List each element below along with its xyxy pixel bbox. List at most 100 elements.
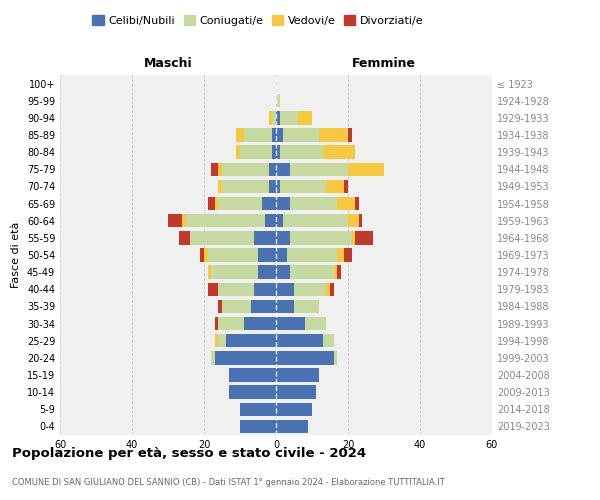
Bar: [240, 402, 276, 416]
Bar: [337, 248, 344, 262]
Bar: [218, 334, 226, 347]
Bar: [215, 197, 218, 210]
Bar: [276, 162, 290, 176]
Bar: [240, 420, 276, 433]
Bar: [272, 111, 276, 124]
Text: COMUNE DI SAN GIULIANO DEL SANNIO (CB) - Dati ISTAT 1° gennaio 2024 - Elaborazio: COMUNE DI SAN GIULIANO DEL SANNIO (CB) -…: [12, 478, 445, 487]
Bar: [269, 180, 276, 193]
Bar: [276, 402, 312, 416]
Bar: [186, 214, 265, 228]
Bar: [334, 351, 337, 364]
Bar: [211, 162, 218, 176]
Bar: [276, 248, 287, 262]
Text: Popolazione per età, sesso e stato civile - 2024: Popolazione per età, sesso e stato civil…: [12, 448, 366, 460]
Bar: [276, 180, 280, 193]
Text: Femmine: Femmine: [352, 57, 416, 70]
Bar: [337, 266, 341, 279]
Bar: [355, 231, 373, 244]
Bar: [269, 111, 272, 124]
Bar: [236, 128, 244, 141]
Bar: [348, 214, 359, 228]
Bar: [218, 282, 254, 296]
Bar: [215, 351, 276, 364]
Bar: [287, 248, 337, 262]
Bar: [280, 180, 326, 193]
Bar: [265, 214, 276, 228]
Bar: [323, 146, 355, 159]
Bar: [222, 162, 269, 176]
Bar: [182, 214, 186, 228]
Bar: [348, 162, 384, 176]
Bar: [348, 128, 352, 141]
Legend: Celibi/Nubili, Coniugati/e, Vedovi/e, Divorziati/e: Celibi/Nubili, Coniugati/e, Vedovi/e, Di…: [88, 10, 428, 30]
Bar: [168, 214, 182, 228]
Bar: [280, 146, 323, 159]
Bar: [244, 128, 272, 141]
Bar: [229, 386, 276, 399]
Bar: [262, 197, 276, 210]
Bar: [276, 128, 283, 141]
Bar: [276, 420, 308, 433]
Bar: [272, 128, 276, 141]
Bar: [294, 282, 326, 296]
Bar: [244, 317, 276, 330]
Bar: [215, 317, 218, 330]
Bar: [276, 266, 290, 279]
Bar: [254, 282, 276, 296]
Bar: [269, 162, 276, 176]
Bar: [276, 231, 290, 244]
Bar: [179, 231, 190, 244]
Bar: [258, 248, 276, 262]
Bar: [359, 214, 362, 228]
Bar: [290, 197, 337, 210]
Bar: [290, 231, 352, 244]
Bar: [218, 180, 222, 193]
Bar: [323, 334, 334, 347]
Bar: [226, 334, 276, 347]
Bar: [276, 334, 323, 347]
Bar: [240, 146, 272, 159]
Bar: [218, 197, 262, 210]
Bar: [283, 214, 348, 228]
Bar: [290, 162, 348, 176]
Bar: [208, 282, 218, 296]
Bar: [200, 248, 204, 262]
Bar: [208, 197, 215, 210]
Bar: [344, 180, 348, 193]
Bar: [352, 231, 355, 244]
Bar: [208, 248, 258, 262]
Bar: [337, 197, 355, 210]
Bar: [211, 351, 215, 364]
Bar: [294, 300, 319, 313]
Bar: [272, 146, 276, 159]
Bar: [218, 162, 222, 176]
Bar: [326, 180, 344, 193]
Bar: [254, 231, 276, 244]
Bar: [258, 266, 276, 279]
Bar: [276, 214, 283, 228]
Bar: [326, 282, 330, 296]
Bar: [305, 317, 326, 330]
Bar: [218, 300, 222, 313]
Bar: [204, 248, 208, 262]
Bar: [190, 231, 254, 244]
Bar: [334, 266, 337, 279]
Bar: [276, 282, 294, 296]
Bar: [229, 368, 276, 382]
Text: Maschi: Maschi: [143, 57, 193, 70]
Bar: [251, 300, 276, 313]
Bar: [298, 111, 312, 124]
Bar: [222, 300, 251, 313]
Bar: [215, 334, 218, 347]
Bar: [319, 128, 348, 141]
Y-axis label: Fasce di età: Fasce di età: [11, 222, 21, 288]
Bar: [236, 146, 240, 159]
Bar: [211, 266, 258, 279]
Bar: [276, 197, 290, 210]
Bar: [276, 317, 305, 330]
Bar: [283, 128, 319, 141]
Bar: [208, 266, 211, 279]
Bar: [276, 111, 280, 124]
Bar: [280, 111, 298, 124]
Bar: [276, 351, 334, 364]
